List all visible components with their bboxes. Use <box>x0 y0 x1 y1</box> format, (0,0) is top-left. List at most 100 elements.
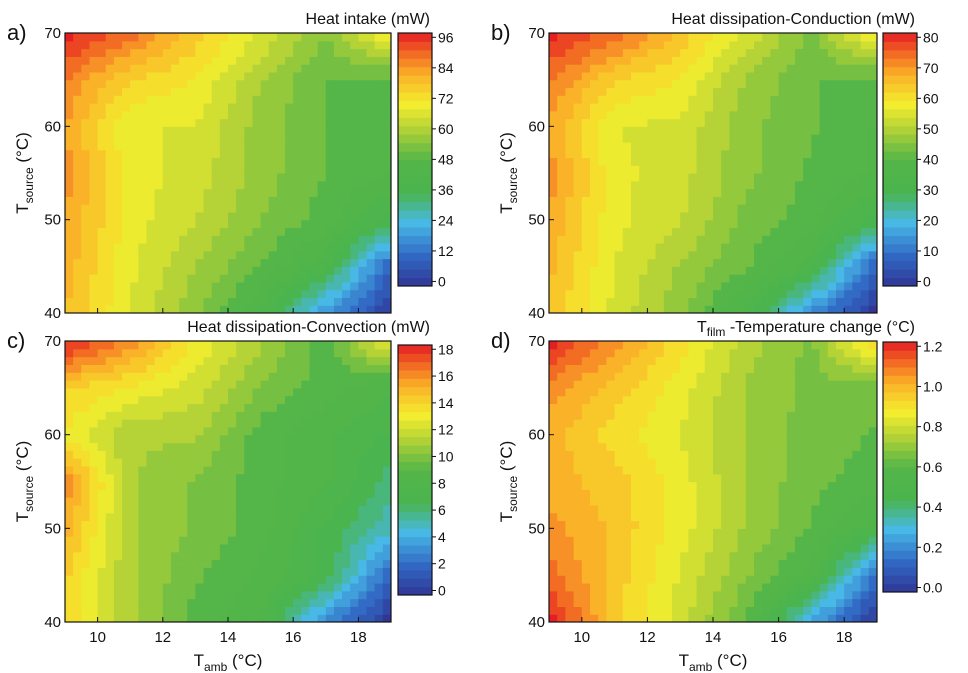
heatmap-cell <box>73 219 82 229</box>
heatmap-cell <box>105 395 115 405</box>
heatmap-cell <box>366 582 376 592</box>
heatmap-cell <box>778 79 788 89</box>
heatmap-cell <box>170 543 180 553</box>
heatmap-cell <box>236 582 245 592</box>
heatmap-cell <box>130 387 139 397</box>
heatmap-cell <box>655 188 665 197</box>
heatmap-cell <box>195 196 205 205</box>
heatmap-cell <box>162 551 172 561</box>
heatmap-cell <box>770 95 780 104</box>
heatmap-cell <box>631 103 640 112</box>
heatmap-cell <box>236 567 245 576</box>
heatmap-cell <box>366 64 376 73</box>
heatmap-cell <box>844 157 853 166</box>
heatmap-cell <box>65 79 74 89</box>
heatmap-cell <box>285 419 294 428</box>
heatmap-cell <box>113 95 123 104</box>
heatmap-cell <box>260 536 270 545</box>
heatmap-cell <box>113 40 123 50</box>
heatmap-cell <box>333 141 343 151</box>
heatmap-cell <box>680 196 689 205</box>
heatmap-cell <box>844 250 853 260</box>
heatmap-cell <box>81 489 91 498</box>
heatmap-cell <box>285 551 294 561</box>
heatmap-cell <box>97 227 107 236</box>
heatmap-cell <box>195 411 205 420</box>
heatmap-cell <box>663 71 673 81</box>
heatmap-cell <box>827 149 837 159</box>
heatmap-cell <box>122 126 131 135</box>
heatmap-cell <box>382 348 391 358</box>
heatmap-cell <box>179 458 188 467</box>
heatmap-cell <box>113 442 123 451</box>
heatmap-cell <box>252 512 262 522</box>
heatmap-cell <box>325 395 335 405</box>
heatmap-cell <box>309 204 319 213</box>
heatmap-cell <box>631 305 640 313</box>
heatmap-cell <box>844 243 853 252</box>
heatmap-cell <box>325 118 335 127</box>
heatmap-cell <box>146 250 156 260</box>
heatmap-cell <box>146 504 156 514</box>
colorbar-segment <box>398 445 432 454</box>
heatmap-cell <box>81 567 91 576</box>
heatmap-cell <box>73 71 82 81</box>
heatmap-cell <box>89 575 99 584</box>
heatmap-cell <box>105 64 115 73</box>
heatmap-cell <box>113 614 123 622</box>
heatmap-cell <box>268 297 278 306</box>
heatmap-cell <box>778 87 788 96</box>
heatmap-cell <box>73 227 82 236</box>
chart-title: Heat dissipation-Conduction (mW) <box>671 11 915 28</box>
heatmap-cell <box>317 348 327 358</box>
heatmap-cell <box>860 40 870 50</box>
heatmap-cell <box>836 48 845 57</box>
heatmap-cell <box>309 426 319 436</box>
heatmap-cell <box>358 473 368 483</box>
heatmap-cell <box>622 582 632 592</box>
heatmap-cell <box>655 56 665 65</box>
heatmap-cell <box>382 380 391 389</box>
heatmap-cell <box>868 141 877 151</box>
heatmap-cell <box>138 426 148 436</box>
heatmap-cell <box>581 180 591 190</box>
heatmap-cell <box>219 442 229 451</box>
heatmap-cell <box>97 103 107 112</box>
heatmap-cell <box>89 305 99 313</box>
heatmap-cell <box>663 79 673 89</box>
heatmap-cell <box>350 33 359 42</box>
heatmap-cell <box>382 387 391 397</box>
heatmap-cell <box>309 126 319 135</box>
heatmap-cell <box>581 266 591 275</box>
heatmap-cell <box>236 551 245 561</box>
heatmap-cell <box>309 110 319 120</box>
heatmap-cell <box>236 458 245 467</box>
heatmap-cell <box>285 582 294 592</box>
heatmap-cell <box>350 590 359 600</box>
heatmap-cell <box>187 520 196 529</box>
heatmap-cell <box>333 504 343 514</box>
heatmap-cell <box>170 56 180 65</box>
heatmap-cell <box>358 79 368 89</box>
heatmap-cell <box>65 582 74 592</box>
heatmap-cell <box>581 134 591 143</box>
heatmap-cell <box>195 442 205 451</box>
heatmap-cell <box>203 528 213 537</box>
heatmap-cell <box>803 305 812 313</box>
heatmap-cell <box>276 79 286 89</box>
colorbar-segment <box>883 243 917 253</box>
heatmap-cell <box>195 426 205 436</box>
heatmap-cell <box>228 204 237 213</box>
heatmap-cell <box>836 165 845 174</box>
heatmap-cell <box>374 297 384 306</box>
heatmap-cell <box>154 481 164 490</box>
heatmap-cell <box>672 56 681 65</box>
heatmap-cell <box>366 305 376 313</box>
heatmap-cell <box>342 103 351 112</box>
heatmap-cell <box>795 211 804 221</box>
heatmap-cell <box>573 387 583 397</box>
heatmap-cell <box>276 227 286 236</box>
heatmap-cell <box>704 173 714 182</box>
heatmap-cell <box>195 118 205 127</box>
heatmap-cell <box>138 598 148 607</box>
